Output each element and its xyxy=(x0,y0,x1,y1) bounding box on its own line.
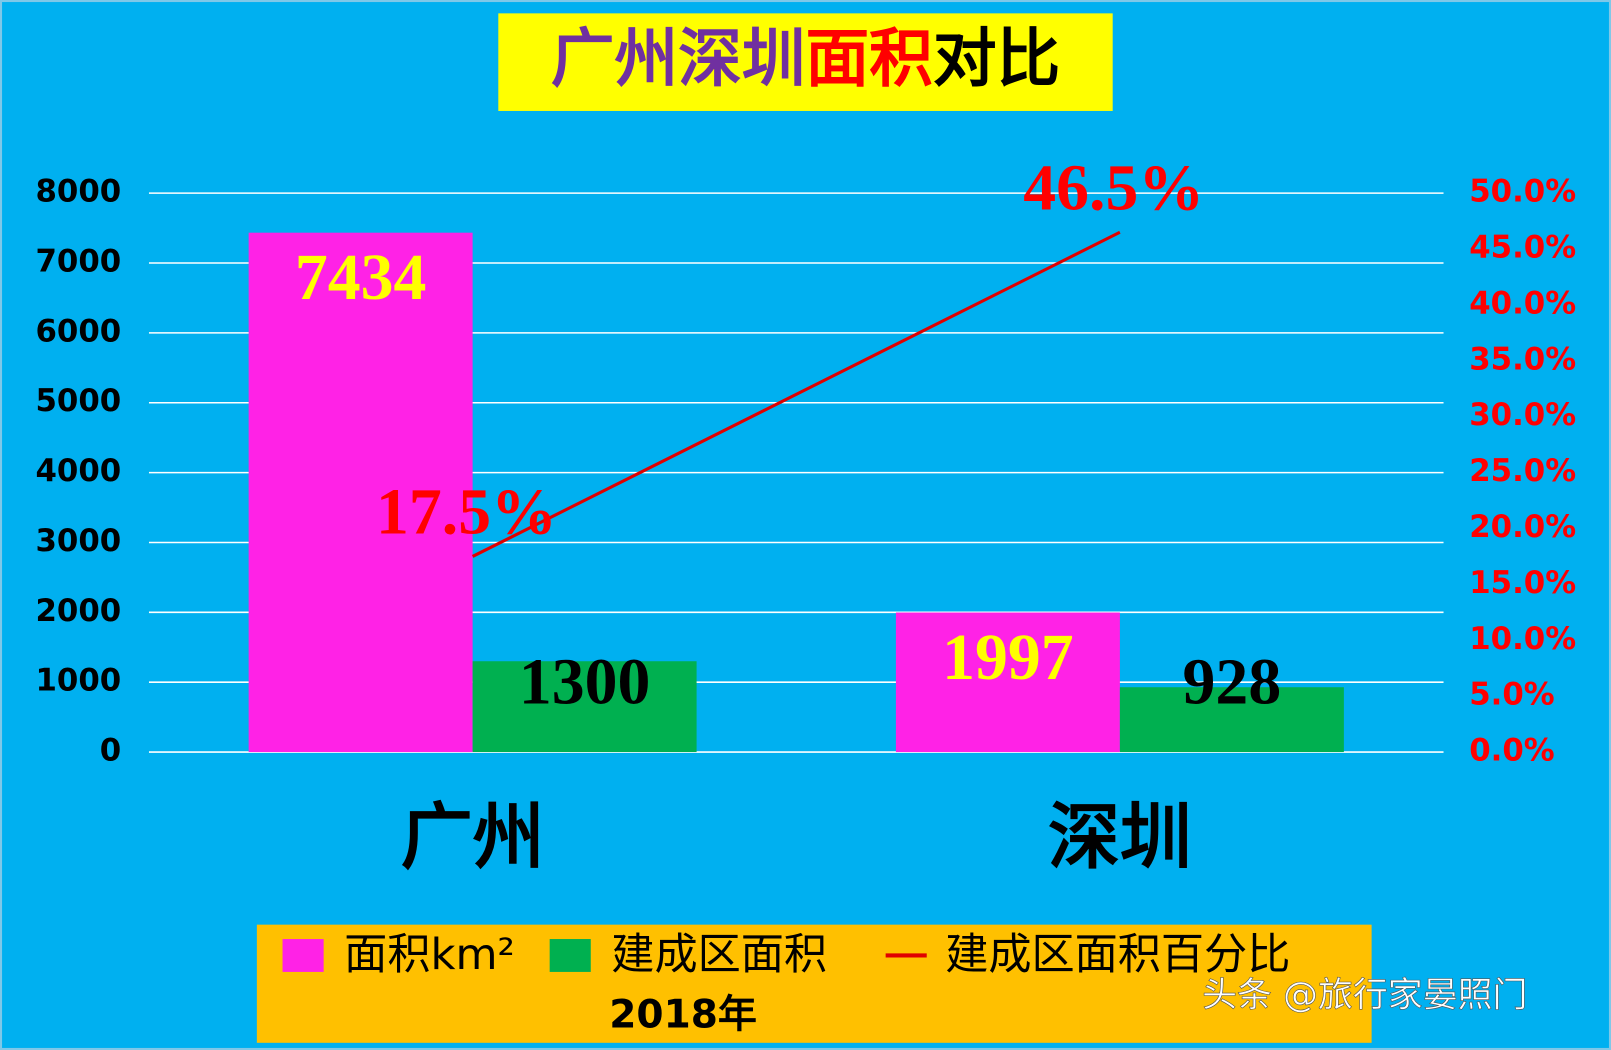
bar-value-label: 1300 xyxy=(519,645,651,718)
line-value-label: 46.5% xyxy=(1023,151,1204,224)
y-tick-label: 8000 xyxy=(35,174,121,210)
y-tick-label: 1000 xyxy=(35,663,121,699)
y-tick-label: 5000 xyxy=(35,383,121,419)
legend-label: 建成区面积百分比 xyxy=(945,930,1290,980)
x-tick-label: 深圳 xyxy=(1048,795,1192,879)
legend-note: 2018年 xyxy=(609,993,757,1038)
bar xyxy=(895,612,1120,753)
legend-label: 建成区面积 xyxy=(611,930,827,980)
x-tick-label: 广州 xyxy=(401,795,545,879)
y-tick-label: 0 xyxy=(100,733,121,769)
bar-value-label: 7434 xyxy=(295,241,427,314)
y2-tick-label: 5.0% xyxy=(1469,677,1554,713)
legend-swatch xyxy=(282,939,324,972)
y2-tick-label: 20.0% xyxy=(1469,509,1576,545)
y2-tick-label: 40.0% xyxy=(1469,285,1576,321)
y2-tick-label: 25.0% xyxy=(1469,453,1576,489)
line-value-label: 17.5% xyxy=(376,476,557,549)
watermark: 头条 @旅行家晏照门 xyxy=(1202,976,1527,1016)
y-tick-label: 2000 xyxy=(35,593,121,629)
legend-swatch xyxy=(549,939,591,972)
bar-value-label: 1997 xyxy=(942,621,1074,694)
chart-title: 广州深圳面积对比 xyxy=(551,22,1061,96)
bar xyxy=(472,661,697,753)
y2-tick-label: 10.0% xyxy=(1469,621,1576,657)
bar xyxy=(1119,687,1344,753)
y2-tick-label: 30.0% xyxy=(1469,397,1576,433)
legend-box xyxy=(256,924,1372,1043)
y-tick-label: 3000 xyxy=(35,523,121,559)
y-tick-label: 6000 xyxy=(35,313,121,349)
y-tick-label: 7000 xyxy=(35,244,121,280)
y2-tick-label: 50.0% xyxy=(1469,174,1576,210)
title-part: 对比 xyxy=(933,22,1060,96)
y2-tick-label: 0.0% xyxy=(1469,733,1554,769)
bar xyxy=(248,232,473,753)
y2-tick-label: 45.0% xyxy=(1469,230,1576,266)
legend-label: 面积km² xyxy=(344,930,515,980)
y2-tick-label: 35.0% xyxy=(1469,341,1576,377)
y-tick-label: 4000 xyxy=(35,453,121,489)
bar-value-label: 928 xyxy=(1183,645,1282,718)
title-box xyxy=(498,13,1113,111)
title-part: 面积 xyxy=(805,22,932,96)
title-part: 广州深圳 xyxy=(551,22,806,96)
y2-tick-label: 15.0% xyxy=(1469,565,1576,601)
line xyxy=(471,230,1121,558)
